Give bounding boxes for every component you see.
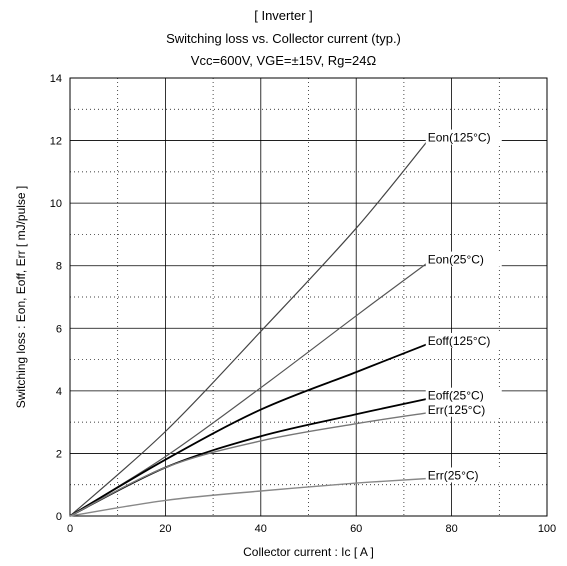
y-axis-label: Switching loss : Eon, Eoff, Err [ mJ/pul… — [14, 186, 28, 409]
series-label: Eon(125°C) — [428, 131, 491, 145]
chart-title-line-2: Switching loss vs. Collector current (ty… — [166, 31, 401, 46]
series-label-bg — [425, 332, 502, 348]
x-tick-label: 60 — [350, 523, 362, 535]
series-labels: Eon(125°C) Eon(25°C) Eoff(125°C) Eoff(25°C)… — [425, 129, 502, 483]
chart-title-line-3: Vcc=600V, VGE=±15V, Rg=24Ω — [190, 53, 377, 68]
series-label: Eoff(25°C) — [428, 389, 484, 403]
series-line — [69, 412, 428, 517]
series-line — [69, 343, 429, 517]
y-tick-label: 2 — [56, 448, 62, 460]
x-tick-label: 0 — [67, 523, 73, 535]
series-label: Err(125°C) — [428, 403, 485, 417]
chart-title-line-1: [ Inverter ] — [254, 8, 313, 23]
y-tick-label: 14 — [50, 73, 62, 85]
y-tick-label: 8 — [56, 261, 62, 273]
series-line — [69, 262, 429, 517]
series-label: Err(25°C) — [428, 468, 479, 482]
series-label: Eon(25°C) — [428, 253, 484, 267]
series-label-bg — [425, 251, 502, 267]
series-line — [69, 140, 429, 517]
y-tick-label: 0 — [56, 511, 62, 523]
y-tick-label: 4 — [56, 386, 62, 398]
x-tick-label: 100 — [538, 523, 556, 535]
series-label: Eoff(125°C) — [428, 334, 491, 348]
series-lines — [69, 140, 429, 517]
plot-frame — [69, 77, 548, 517]
y-tick-label: 6 — [56, 323, 62, 335]
x-tick-label: 80 — [445, 523, 457, 535]
x-tick-label: 40 — [255, 523, 267, 535]
x-axis-label: Collector current : Ic [ A ] — [243, 545, 374, 559]
y-tick-label: 12 — [50, 136, 62, 148]
y-tick-label: 10 — [50, 198, 62, 210]
tick-labels: 0 20 40 60 80 100 0 2 4 6 8 10 12 14 — [50, 73, 556, 535]
series-label-bg — [425, 129, 502, 145]
series-line — [69, 477, 428, 517]
series-label-bg — [425, 401, 502, 417]
series-line — [69, 397, 428, 517]
x-tick-label: 20 — [159, 523, 171, 535]
series-label-bg — [425, 387, 502, 403]
series-label-bg — [425, 467, 502, 483]
